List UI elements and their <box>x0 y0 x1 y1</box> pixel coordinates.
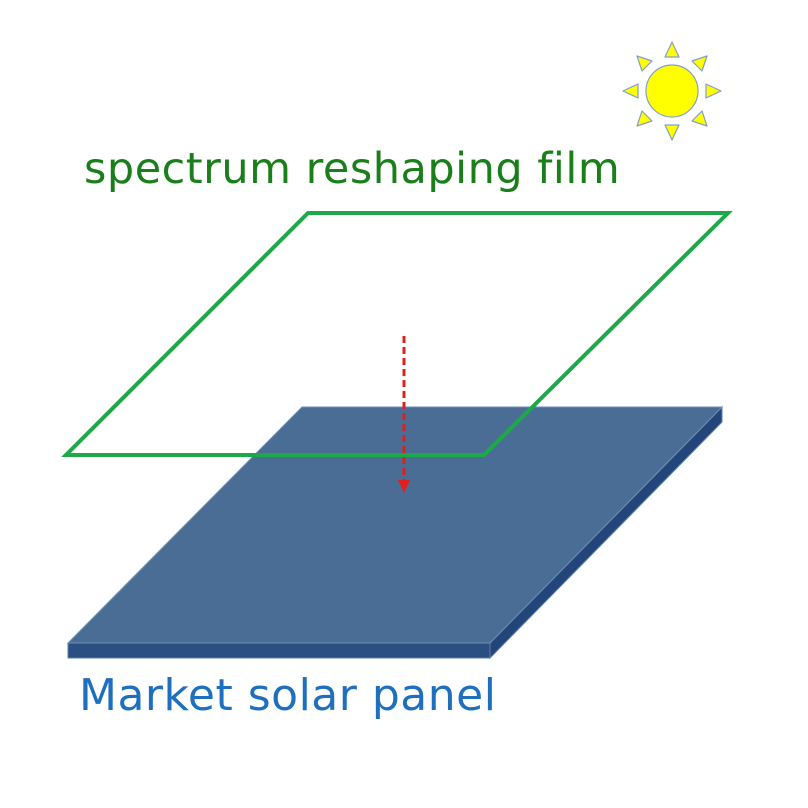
spectrum-film-outline <box>61 211 733 457</box>
panel-label: Market solar panel <box>79 670 497 721</box>
solar-panel <box>66 405 724 660</box>
solar-panel-top <box>66 406 724 644</box>
sun-icon <box>622 41 722 141</box>
dashed-arrow-down-icon <box>398 336 410 493</box>
solar-panel-front-edge <box>67 642 491 659</box>
film-label: spectrum reshaping film <box>84 144 621 194</box>
